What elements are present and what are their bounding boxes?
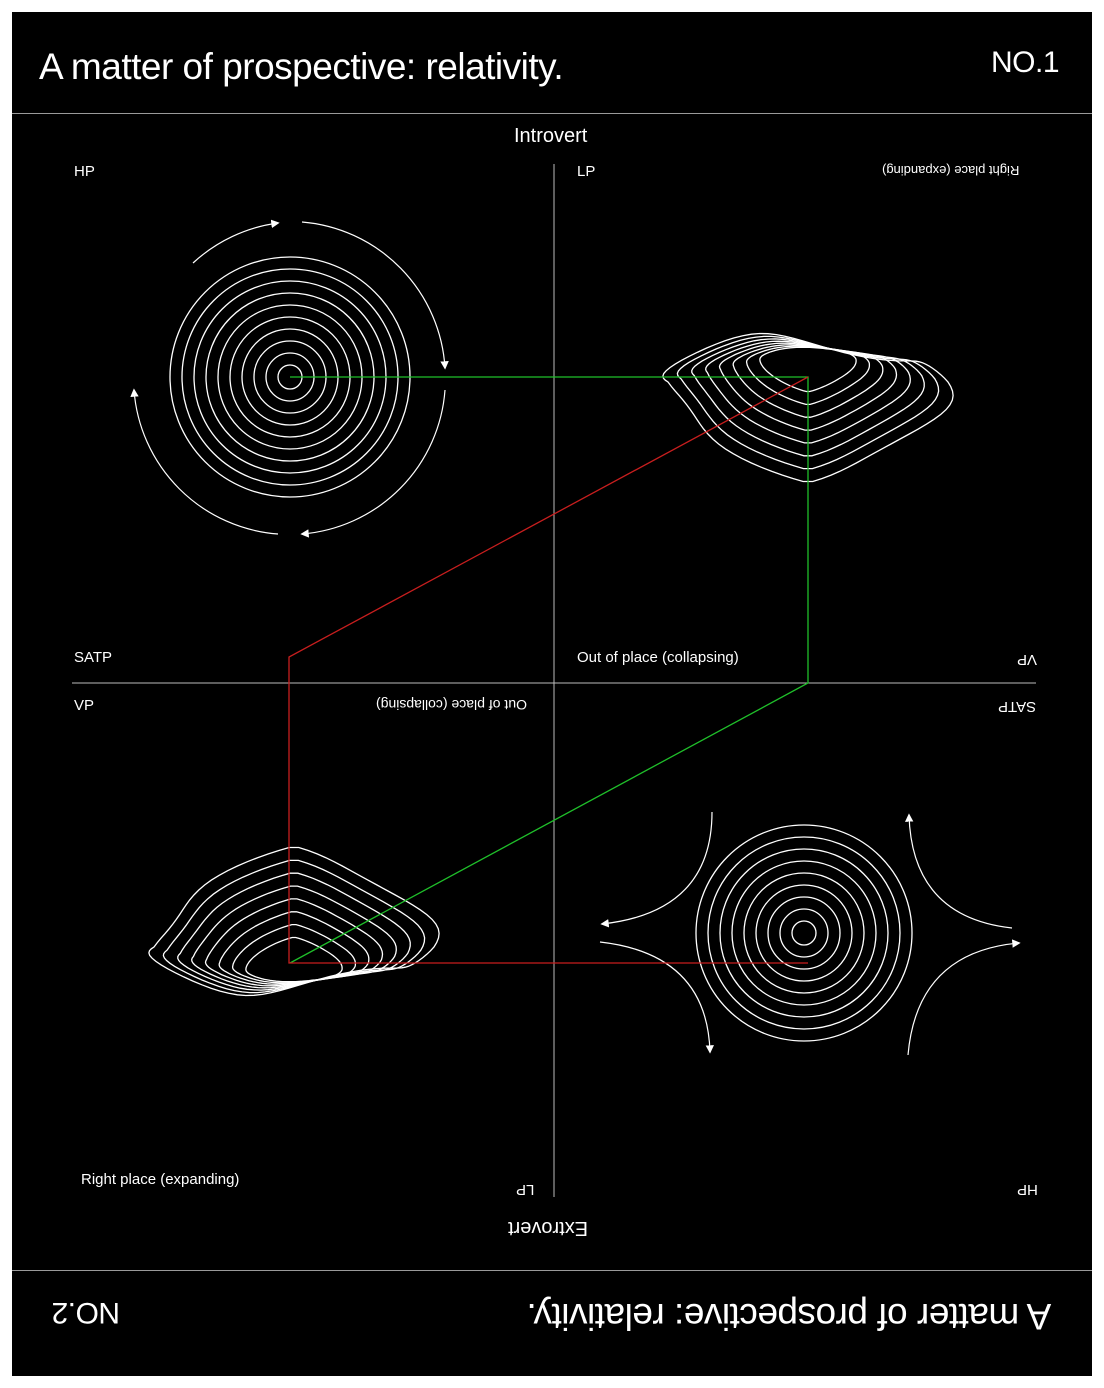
dispersion-arrows-bottom-right — [599, 811, 1021, 1056]
label-hp-top: HP — [74, 163, 95, 180]
ring — [743, 872, 865, 994]
ring — [791, 920, 817, 946]
label-right-place: Right place (expanding) — [81, 1171, 240, 1188]
poster: A matter of prospective: relativity. NO.… — [12, 12, 1092, 1376]
axis-label-introvert: Introvert — [514, 125, 588, 147]
contour-line — [759, 346, 857, 393]
dispersion-arrow-se — [907, 939, 1021, 1056]
dispersion-arrow-ne — [905, 813, 1013, 929]
contour-line — [662, 332, 954, 483]
label-out-of-place-flipped: Out of place (collapsing) — [376, 697, 527, 713]
label-vp-left: VP — [74, 697, 95, 714]
ring — [767, 896, 841, 970]
header-rule — [12, 113, 1092, 114]
footer-title: A matter of prospective: relativity. — [527, 1296, 1052, 1337]
ring — [779, 908, 829, 958]
label-lp-bottom-flipped: LP — [516, 1181, 535, 1198]
contour-blob-top-right — [662, 332, 954, 483]
dispersion-arrow-sw — [599, 941, 714, 1054]
label-out-of-place: Out of place (collapsing) — [577, 649, 739, 666]
dispersion-arrow-nw — [600, 811, 713, 928]
concentric-rings-bottom-right — [695, 824, 913, 1042]
ring — [707, 836, 901, 1030]
diagram-canvas — [72, 164, 1036, 1197]
contour-blob-bottom-left — [148, 846, 440, 997]
arrow-arc-4 — [130, 388, 279, 535]
label-right-place-flipped: Right place (expanding) — [882, 163, 1020, 178]
label-hp-bottom-flipped: HP — [1017, 1181, 1038, 1198]
footer-rule — [12, 1270, 1092, 1271]
contour-line — [177, 872, 411, 991]
contour-line — [162, 859, 426, 994]
label-vp-right-flipped: VP — [1017, 651, 1038, 668]
label-satp-right-flipped: SATP — [998, 698, 1037, 715]
arrow-arc-1 — [192, 219, 280, 264]
ring — [719, 848, 889, 1018]
contour-line — [676, 335, 940, 470]
ring — [755, 884, 853, 982]
footer-number: NO.2 — [52, 1296, 121, 1329]
rotation-arrows-top-left — [130, 219, 449, 538]
header-title: A matter of prospective: relativity. — [39, 46, 564, 87]
label-lp-top: LP — [577, 163, 596, 180]
arrow-arc-2 — [301, 221, 449, 370]
red-path — [288, 376, 809, 964]
green-path — [289, 376, 809, 964]
contour-line — [245, 936, 343, 983]
axis-label-extrovert: Extrovert — [508, 1217, 589, 1239]
header-number: NO.1 — [991, 46, 1060, 79]
arrow-arc-3 — [300, 389, 446, 538]
label-satp-left: SATP — [74, 649, 113, 666]
ring — [695, 824, 913, 1042]
contour-line — [148, 846, 440, 997]
ring — [731, 860, 877, 1006]
